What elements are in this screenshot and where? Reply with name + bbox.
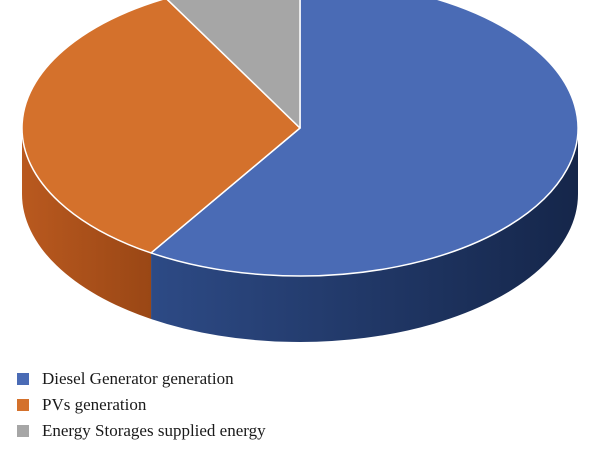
legend-swatch-energy-storages (17, 425, 29, 437)
pie-slice-energy-storages (166, 0, 301, 129)
legend-swatch-pvs (17, 399, 29, 411)
pie-side-diesel (151, 128, 579, 342)
legend-label-energy-storages: Energy Storages supplied energy (42, 421, 266, 440)
legend-item-pvs: PVs generation (17, 392, 577, 418)
pie-slice-diesel (150, 0, 579, 277)
pie-slices (21, 0, 579, 277)
legend-label-diesel: Diesel Generator generation (42, 369, 234, 388)
pie-chart (21, 0, 579, 342)
legend-swatch-diesel (17, 373, 29, 385)
legend: Diesel Generator generation PVs generati… (17, 366, 577, 444)
legend-item-energy-storages: Energy Storages supplied energy (17, 418, 577, 444)
pie-slice-pvs (21, 0, 301, 254)
legend-item-diesel: Diesel Generator generation (17, 366, 577, 392)
legend-label-pvs: PVs generation (42, 395, 147, 414)
